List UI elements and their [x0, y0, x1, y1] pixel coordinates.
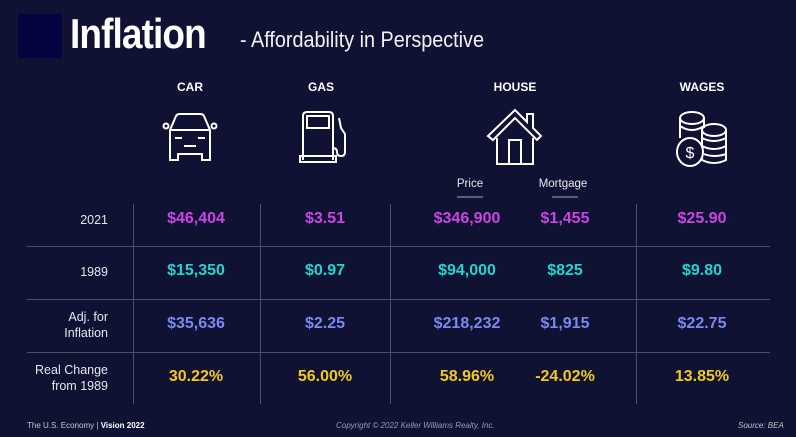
cell-gas: $0.97 [304, 262, 346, 279]
subheader-mortgage: Mortgage [538, 178, 588, 190]
cell-house-price: $346,900 [433, 210, 501, 227]
grid-line [133, 204, 134, 404]
subheader-price: Price [456, 178, 484, 190]
cell-house-price: 58.96% [439, 368, 495, 385]
column-header-wages: WAGES [679, 80, 725, 94]
cell-house-mortgage: $1,455 [540, 210, 590, 227]
title-square [18, 14, 62, 58]
footer-source: Source: BEA [738, 421, 784, 430]
cell-wages: 13.85% [674, 368, 730, 385]
gas-pump-icon [299, 111, 346, 163]
row-label: 2021 [80, 213, 108, 227]
footer-vision: Vision 2022 [100, 421, 145, 430]
cell-car: $46,404 [167, 210, 225, 227]
cell-car: $35,636 [167, 315, 225, 332]
column-header-car: CAR [177, 80, 203, 94]
page-subtitle: - Affordability in Perspective [240, 27, 484, 52]
cell-gas: 56.00% [297, 368, 353, 385]
grid-line [260, 204, 261, 404]
footer-separator: | [96, 421, 99, 430]
grid-line [636, 204, 637, 404]
cell-wages: $25.90 [677, 210, 727, 227]
grid-line [27, 299, 770, 300]
grid-line [27, 352, 770, 353]
car-icon [162, 113, 218, 161]
page-title: Inflation [70, 10, 207, 57]
cell-house-price: $94,000 [438, 262, 496, 279]
row-label: 1989 [80, 265, 108, 279]
footer-copyright: Copyright © 2022 Keller Williams Realty,… [336, 421, 495, 430]
row-label: Real Change from 1989 [35, 363, 108, 393]
cell-house-mortgage: $825 [547, 262, 583, 279]
cell-car: 30.22% [168, 368, 224, 385]
row-label: Adj. for Inflation [64, 310, 108, 340]
cell-gas: $2.25 [304, 315, 346, 332]
svg-text:$: $ [686, 145, 695, 162]
cell-house-mortgage: $1,915 [540, 315, 590, 332]
grid-line [27, 246, 770, 247]
column-header-house: HOUSE [493, 80, 537, 94]
cell-wages: $9.80 [681, 262, 723, 279]
house-icon [486, 108, 543, 165]
cell-house-price: $218,232 [433, 315, 501, 332]
cell-house-mortgage: -24.02% [535, 368, 595, 385]
divider [552, 196, 578, 198]
cell-wages: $22.75 [677, 315, 727, 332]
footer-economy: The U.S. Economy [27, 421, 95, 430]
cell-car: $15,350 [167, 262, 225, 279]
coins-dollar-icon: $ [676, 111, 727, 167]
footer-left: The U.S. Economy | Vision 2022 [27, 421, 145, 430]
column-header-gas: GAS [307, 80, 334, 94]
divider [457, 196, 483, 198]
cell-gas: $3.51 [304, 210, 346, 227]
grid-line [390, 204, 391, 404]
